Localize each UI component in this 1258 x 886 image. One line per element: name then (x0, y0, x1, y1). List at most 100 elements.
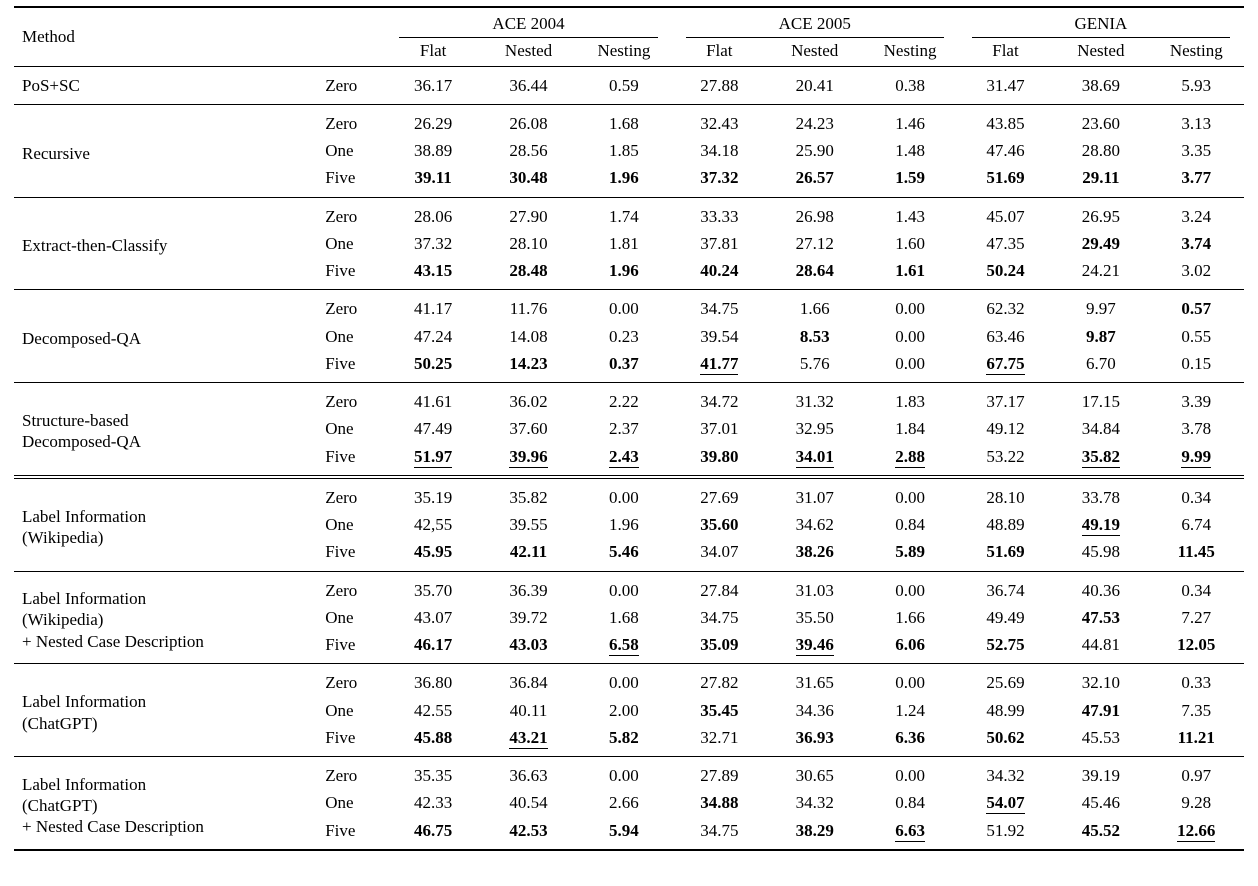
subheader-nesting: Nesting (1169, 41, 1223, 61)
metric-value: 62.32 (958, 290, 1053, 323)
metric-value-text: 32.10 (1081, 673, 1120, 693)
metric-value-text: 1.85 (609, 141, 639, 160)
metric-value-text: 31.07 (795, 487, 834, 507)
method-section: PoS+SC Zero 36.17 36.44 0.59 27.88 20.41 0.38 31… (14, 66, 1244, 104)
metric-value: 50.25 (385, 350, 480, 383)
metric-value: 1.68 (576, 604, 671, 631)
table-row: Label Information (ChatGPT) + Nested Case … (14, 757, 1244, 836)
metric-value: 3.24 (1149, 197, 1244, 230)
metric-value: 34.75 (672, 604, 767, 631)
table-row: Five 51.97 39.96 2.43 39.80 34.01 2.88 53.22 35.… (14, 443, 1244, 477)
metric-value: 34.75 (672, 290, 767, 323)
metric-value: 53.22 (958, 443, 1053, 477)
shots-label: Five (325, 542, 356, 562)
metric-value-text: 6.74 (1181, 515, 1212, 534)
table-row: Five 50.25 14.23 0.37 41.77 5.76 0.00 67.75 6.70… (14, 350, 1244, 383)
metric-value-text: 28.10 (986, 487, 1025, 507)
metric-value-text: 0.15 (1181, 353, 1212, 373)
metric-value: 31.65 (767, 664, 862, 697)
metric-value-text: 2.00 (609, 700, 639, 720)
metric-value: 1.24 (862, 697, 957, 724)
metric-value: 37.81 (672, 230, 767, 257)
method-column-header: Method (22, 27, 75, 47)
metric-value-text: 0.33 (1181, 673, 1212, 693)
metric-value: 1.66 (767, 290, 862, 323)
metric-value-text: 26.57 (795, 168, 834, 188)
metric-value: 35.45 (672, 697, 767, 724)
metric-value-text: 1.66 (895, 607, 925, 627)
metric-value-text: 1.96 (609, 168, 639, 188)
metric-value: 5.94 (576, 817, 671, 850)
metric-value-text: 47.91 (1081, 700, 1120, 720)
metric-value-text: 26.95 (1081, 206, 1120, 226)
metric-value: 35.60 (672, 511, 767, 538)
metric-value-text: 2.66 (609, 793, 639, 813)
metric-value-text: 40.54 (509, 793, 548, 813)
metric-value: 24.21 (1053, 257, 1148, 290)
metric-value-text: 36.93 (795, 727, 834, 747)
metric-value: 47.53 (1053, 604, 1148, 631)
metric-value-text: 11.76 (509, 299, 548, 319)
subheader-flat: Flat (706, 41, 733, 61)
metric-value: 34.84 (1053, 415, 1148, 442)
table-row: One 38.89 28.56 1.85 34.18 25.90 1.48 47.46 28.8… (14, 137, 1244, 164)
metric-value-text: 51.69 (986, 168, 1025, 188)
metric-value-text: 1.66 (799, 299, 830, 319)
metric-value: 27.89 (672, 757, 767, 790)
metric-value: 1.66 (862, 604, 957, 631)
metric-value: 27.90 (481, 197, 576, 230)
metric-value: 11.76 (481, 290, 576, 323)
subheader-nested: Nested (504, 41, 553, 61)
subheader-nesting: Nesting (597, 41, 651, 61)
metric-value-text: 5.76 (799, 353, 830, 373)
metric-value-text: 0.00 (609, 580, 639, 600)
table-row: Label Information (Wikipedia) Zero 35.19 35.… (14, 477, 1244, 547)
metric-value-text: 33.78 (1081, 487, 1120, 507)
metric-value: 0.55 (1149, 323, 1244, 350)
metric-value: 39.96 (481, 443, 576, 477)
metric-value-text: 42.11 (509, 542, 548, 562)
metric-value-text: 49.12 (986, 419, 1025, 439)
table-row: Label Information (Wikipedia) + Nested Cas… (14, 571, 1244, 651)
metric-value-text: 47.35 (986, 233, 1025, 253)
metric-value-text: 40.24 (700, 261, 739, 280)
metric-value-text: 45.46 (1081, 793, 1120, 813)
metric-value: 52.75 (958, 631, 1053, 664)
metric-value: 35.70 (385, 571, 480, 604)
method-label: Label Information (ChatGPT) (22, 692, 147, 733)
metric-value: 20.41 (767, 66, 862, 104)
metric-value: 1.74 (576, 197, 671, 230)
method-label: Label Information (Wikipedia) (22, 506, 147, 548)
shots-label: Zero (325, 206, 358, 226)
metric-value: 0.00 (862, 571, 957, 604)
metric-value: 32.10 (1053, 664, 1148, 697)
metric-value: 24.23 (767, 104, 862, 137)
metric-value-text: 35.50 (795, 607, 834, 627)
metric-value: 9.99 (1149, 443, 1244, 477)
metric-value: 36.74 (958, 571, 1053, 604)
metric-value-text: 39.19 (1081, 766, 1120, 785)
metric-value: 38.29 (767, 817, 862, 850)
method-section: Label Information (Wikipedia) Zero 35.19 35.… (14, 476, 1244, 571)
metric-value-text: 27.89 (700, 766, 739, 785)
metric-value: 47.91 (1053, 697, 1148, 724)
group-header-genia: GENIA (958, 7, 1244, 39)
metric-value-text: 28.10 (509, 233, 548, 253)
metric-value: 14.23 (481, 350, 576, 383)
metric-value: 9.97 (1053, 290, 1148, 323)
metric-value-text: 0.23 (609, 326, 639, 346)
metric-value-text: 34.18 (700, 141, 739, 160)
metric-value-text: 5.46 (609, 542, 639, 562)
metric-value-text: 45.95 (414, 542, 453, 562)
metric-value: 0.00 (862, 477, 957, 511)
metric-value-text: 32.95 (795, 419, 834, 439)
metric-value: 40.11 (481, 697, 576, 724)
table-row: Structure-based Decomposed-QA Zero 41.61 36.… (14, 383, 1244, 451)
metric-value-text: 38.69 (1081, 75, 1120, 95)
metric-value-text: 45.07 (986, 206, 1025, 226)
metric-value-text: 31.03 (795, 580, 834, 600)
metric-value-text: 0.59 (609, 75, 639, 95)
shots-label: Zero (325, 673, 358, 693)
metric-value: 2.00 (576, 697, 671, 724)
metric-value: 26.95 (1053, 197, 1148, 230)
